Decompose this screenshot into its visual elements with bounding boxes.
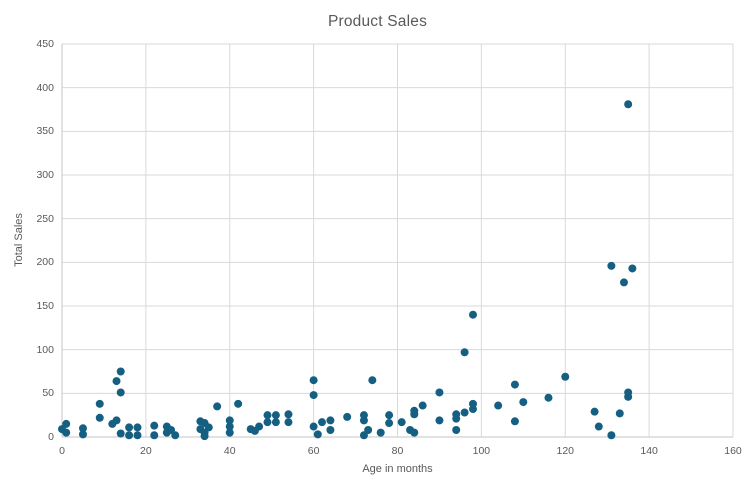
x-tick-label: 20 <box>140 445 152 457</box>
data-point <box>263 418 272 427</box>
y-tick-label: 250 <box>36 212 54 225</box>
data-point <box>112 416 121 425</box>
data-point <box>213 402 222 411</box>
data-point <box>133 423 142 432</box>
data-point <box>624 100 633 109</box>
data-point <box>112 377 121 386</box>
data-point <box>125 431 134 440</box>
data-point <box>385 411 394 420</box>
data-point <box>364 426 373 435</box>
data-point <box>271 411 280 420</box>
data-point <box>263 411 272 420</box>
data-point <box>452 426 461 435</box>
x-tick-label: 160 <box>724 445 742 457</box>
data-point <box>494 401 503 410</box>
data-point <box>150 421 159 430</box>
data-point <box>561 372 570 381</box>
data-point <box>116 388 125 397</box>
data-point <box>284 418 293 427</box>
data-point <box>628 264 637 273</box>
data-point <box>225 422 234 431</box>
data-point <box>62 419 71 428</box>
data-point <box>234 399 243 408</box>
data-point <box>309 391 318 400</box>
data-point <box>284 410 293 419</box>
x-tick-label: 100 <box>472 445 491 457</box>
data-point <box>468 405 477 414</box>
x-axis-title: Age in months <box>362 463 433 475</box>
data-point <box>116 367 125 376</box>
data-point <box>385 419 394 428</box>
data-point <box>519 398 528 407</box>
x-tick-label: 0 <box>59 445 65 457</box>
data-point <box>607 261 616 270</box>
y-tick-label: 450 <box>36 38 54 50</box>
data-point <box>95 399 104 408</box>
data-point <box>460 348 469 357</box>
data-point <box>452 414 461 423</box>
data-point <box>343 412 352 421</box>
data-point <box>418 401 427 410</box>
data-point <box>460 408 469 417</box>
y-tick-label: 300 <box>36 169 54 181</box>
data-point <box>309 422 318 431</box>
x-tick-label: 140 <box>640 445 658 457</box>
data-point <box>78 430 87 439</box>
data-point <box>78 424 87 433</box>
data-point <box>397 418 406 427</box>
data-point <box>615 409 624 418</box>
data-point <box>225 428 234 437</box>
data-point <box>624 392 633 401</box>
data-point <box>150 431 159 440</box>
y-tick-label: 150 <box>36 300 54 312</box>
x-tick-label: 60 <box>307 445 320 457</box>
data-point <box>368 376 377 385</box>
data-point <box>318 418 327 427</box>
y-tick-label: 50 <box>42 387 54 400</box>
data-point <box>468 310 477 319</box>
data-point <box>133 431 142 440</box>
y-tick-label: 350 <box>36 125 54 138</box>
data-point <box>116 429 125 438</box>
data-point <box>200 432 209 441</box>
data-point <box>594 422 603 431</box>
data-point <box>313 430 322 439</box>
y-tick-label: 100 <box>36 343 54 356</box>
x-tick-label: 80 <box>391 445 404 457</box>
data-point <box>125 423 134 432</box>
data-point <box>619 278 628 287</box>
y-tick-label: 400 <box>36 81 54 94</box>
data-point <box>204 423 213 432</box>
data-point <box>326 416 335 425</box>
x-tick-label: 120 <box>556 445 575 457</box>
data-point <box>255 422 264 431</box>
data-point <box>590 407 599 416</box>
data-point <box>359 416 368 425</box>
data-point <box>376 428 385 437</box>
x-tick-label: 40 <box>223 445 236 457</box>
data-point <box>435 388 444 397</box>
data-point <box>62 428 71 437</box>
data-point <box>435 416 444 425</box>
data-point <box>271 418 280 427</box>
data-point <box>225 416 234 425</box>
y-tick-label: 0 <box>48 431 54 443</box>
data-point <box>410 410 419 419</box>
data-point <box>510 417 519 426</box>
data-point <box>410 428 419 437</box>
data-point <box>309 376 318 385</box>
data-point <box>171 431 180 440</box>
data-point <box>95 413 104 422</box>
data-point <box>544 393 553 402</box>
y-tick-label: 200 <box>36 256 54 269</box>
data-point <box>326 426 335 435</box>
data-point <box>607 431 616 440</box>
chart-title: Product Sales <box>327 13 428 30</box>
data-point <box>510 380 519 389</box>
